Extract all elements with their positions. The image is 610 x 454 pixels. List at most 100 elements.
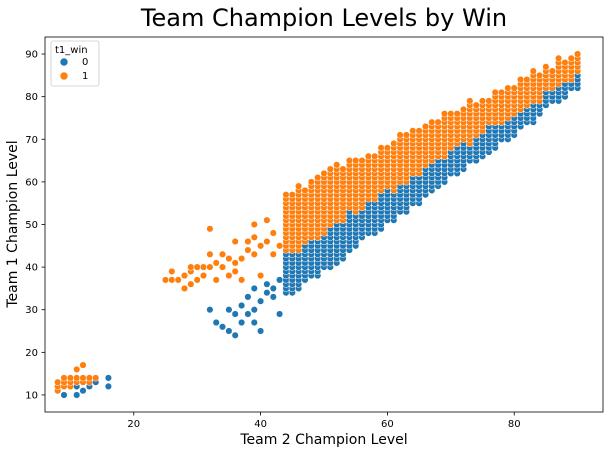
data-point-t1win-1 [244, 237, 252, 246]
y-tick-label: 50 [25, 220, 38, 231]
data-point-t1win-1 [459, 105, 468, 113]
data-point-t1win-1 [168, 267, 176, 275]
data-point-t1win-1 [567, 54, 575, 62]
y-tick-label: 40 [25, 263, 38, 274]
data-point-t1win-1 [73, 365, 81, 373]
data-point-t1win-1 [212, 259, 220, 267]
data-point-t1win-1 [231, 267, 239, 275]
x-tick-label: 20 [127, 419, 140, 430]
data-point-t1win-1 [428, 118, 436, 126]
data-point-t1win-1 [295, 182, 303, 190]
data-point-t1win-1 [218, 250, 227, 258]
data-point-t1win-1 [561, 59, 569, 67]
data-point-t1win-1 [472, 101, 480, 109]
data-point-t1win-1 [377, 144, 385, 152]
y-tick-label: 60 [25, 177, 38, 188]
data-point-t1win-1 [85, 374, 93, 382]
legend-marker-1 [59, 71, 69, 81]
data-point-t1win-0 [231, 331, 239, 339]
data-point-t1win-1 [225, 272, 233, 280]
data-point-t1win-1 [231, 259, 239, 267]
data-point-t1win-1 [238, 255, 246, 263]
data-point-t1win-1 [282, 191, 290, 199]
data-point-t1win-0 [225, 327, 233, 335]
data-point-t1win-1 [250, 220, 258, 229]
data-point-t1win-1 [434, 118, 442, 126]
data-point-t1win-0 [244, 293, 252, 301]
legend-label-0: 0 [82, 57, 88, 68]
y-tick-label: 10 [25, 390, 38, 401]
data-point-t1win-1 [466, 97, 474, 105]
data-point-t1win-1 [161, 276, 170, 284]
data-point-t1win-1 [491, 88, 499, 96]
y-axis-ticks: 10 20 30 40 50 60 70 80 90 [25, 50, 45, 401]
data-point-t1win-1 [517, 76, 525, 84]
data-point-t1win-1 [168, 276, 176, 284]
data-point-t1win-1 [257, 242, 265, 250]
data-point-t1win-1 [453, 110, 461, 118]
legend-marker-0 [59, 57, 69, 67]
x-axis-label: Team 2 Champion Level [239, 432, 407, 448]
data-point-t1win-0 [212, 318, 220, 327]
data-point-t1win-0 [60, 391, 68, 399]
data-point-t1win-1 [212, 276, 220, 284]
data-point-t1win-0 [250, 306, 258, 314]
data-point-t1win-1 [79, 361, 87, 369]
x-axis-ticks: 20 40 60 80 [127, 412, 521, 430]
data-point-t1win-1 [263, 216, 271, 224]
data-point-t1win-1 [339, 165, 347, 173]
data-point-t1win-1 [352, 157, 360, 165]
data-point-t1win-1 [523, 76, 531, 84]
data-point-t1win-0 [257, 327, 265, 335]
data-point-t1win-1 [206, 225, 214, 233]
data-point-t1win-1 [555, 54, 563, 62]
data-point-t1win-0 [257, 297, 265, 305]
x-tick-label: 80 [508, 419, 521, 430]
data-point-t1win-0 [250, 284, 258, 292]
data-point-t1win-1 [301, 186, 309, 194]
data-point-t1win-0 [276, 310, 284, 318]
data-point-t1win-1 [276, 242, 284, 250]
data-point-t1win-1 [79, 374, 87, 382]
data-point-t1win-1 [199, 272, 208, 280]
data-point-t1win-1 [320, 169, 328, 177]
data-point-t1win-0 [250, 318, 258, 327]
data-point-t1win-1 [238, 276, 246, 284]
data-point-t1win-1 [250, 233, 258, 241]
data-point-t1win-1 [485, 97, 493, 105]
data-point-t1win-1 [542, 63, 550, 71]
data-point-t1win-1 [447, 110, 455, 118]
y-axis-label: Team 1 Champion Level [5, 140, 21, 308]
data-point-t1win-1 [206, 250, 214, 258]
data-point-t1win-1 [536, 71, 544, 79]
data-point-t1win-1 [358, 157, 366, 165]
data-point-t1win-0 [73, 391, 81, 399]
x-tick-label: 60 [381, 419, 394, 430]
data-point-t1win-1 [269, 229, 277, 237]
data-point-t1win-1 [409, 127, 417, 135]
data-point-t1win-0 [238, 318, 246, 327]
data-point-t1win-1 [187, 280, 195, 288]
data-point-t1win-1 [193, 263, 201, 271]
data-point-t1win-0 [104, 374, 112, 382]
data-point-t1win-1 [371, 152, 379, 160]
data-point-t1win-1 [250, 250, 258, 258]
data-point-t1win-1 [269, 250, 277, 258]
data-point-t1win-0 [231, 310, 239, 318]
data-point-t1win-1 [199, 263, 208, 271]
data-point-t1win-1 [314, 174, 322, 182]
legend-label-1: 1 [82, 71, 88, 82]
data-point-t1win-1 [257, 272, 265, 280]
data-point-t1win-1 [180, 284, 189, 292]
data-point-t1win-1 [574, 50, 582, 58]
data-point-t1win-1 [231, 237, 239, 246]
data-point-t1win-0 [244, 310, 252, 318]
data-point-t1win-1 [218, 263, 227, 271]
data-point-t1win-1 [421, 122, 430, 131]
data-point-t1win-0 [269, 293, 277, 301]
legend: t1_win 0 1 [50, 40, 100, 87]
data-point-t1win-0 [238, 301, 246, 310]
data-point-t1win-1 [345, 157, 353, 165]
data-point-t1win-1 [263, 237, 271, 246]
